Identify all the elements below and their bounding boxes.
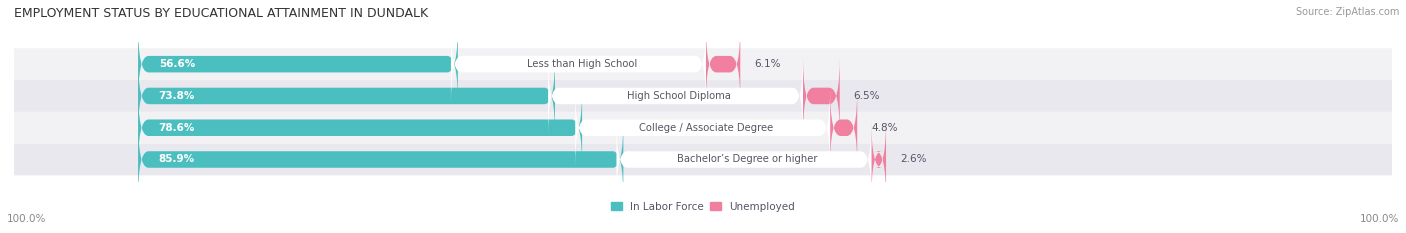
FancyBboxPatch shape (138, 25, 458, 104)
FancyBboxPatch shape (138, 57, 555, 135)
FancyBboxPatch shape (616, 120, 872, 199)
Legend: In Labor Force, Unemployed: In Labor Force, Unemployed (607, 197, 799, 216)
Text: 4.8%: 4.8% (872, 123, 897, 133)
Text: 100.0%: 100.0% (7, 214, 46, 224)
Text: 73.8%: 73.8% (159, 91, 195, 101)
Text: Less than High School: Less than High School (527, 59, 637, 69)
Text: EMPLOYMENT STATUS BY EDUCATIONAL ATTAINMENT IN DUNDALK: EMPLOYMENT STATUS BY EDUCATIONAL ATTAINM… (14, 7, 429, 20)
Text: College / Associate Degree: College / Associate Degree (638, 123, 773, 133)
Text: 100.0%: 100.0% (1360, 214, 1399, 224)
Text: 2.6%: 2.6% (900, 154, 927, 164)
FancyBboxPatch shape (803, 57, 839, 135)
Text: 6.5%: 6.5% (853, 91, 880, 101)
FancyBboxPatch shape (138, 88, 582, 167)
Text: 78.6%: 78.6% (159, 123, 195, 133)
FancyBboxPatch shape (872, 120, 886, 199)
FancyBboxPatch shape (14, 80, 1392, 112)
Text: Source: ZipAtlas.com: Source: ZipAtlas.com (1295, 7, 1399, 17)
FancyBboxPatch shape (451, 25, 706, 104)
Text: 56.6%: 56.6% (159, 59, 195, 69)
FancyBboxPatch shape (138, 120, 623, 199)
Text: 6.1%: 6.1% (754, 59, 780, 69)
FancyBboxPatch shape (830, 88, 858, 167)
FancyBboxPatch shape (14, 48, 1392, 80)
FancyBboxPatch shape (548, 57, 803, 135)
FancyBboxPatch shape (14, 112, 1392, 144)
Text: High School Diploma: High School Diploma (627, 91, 731, 101)
Text: 85.9%: 85.9% (159, 154, 195, 164)
FancyBboxPatch shape (706, 25, 741, 104)
FancyBboxPatch shape (575, 88, 830, 167)
FancyBboxPatch shape (14, 144, 1392, 175)
Text: Bachelor’s Degree or higher: Bachelor’s Degree or higher (678, 154, 818, 164)
